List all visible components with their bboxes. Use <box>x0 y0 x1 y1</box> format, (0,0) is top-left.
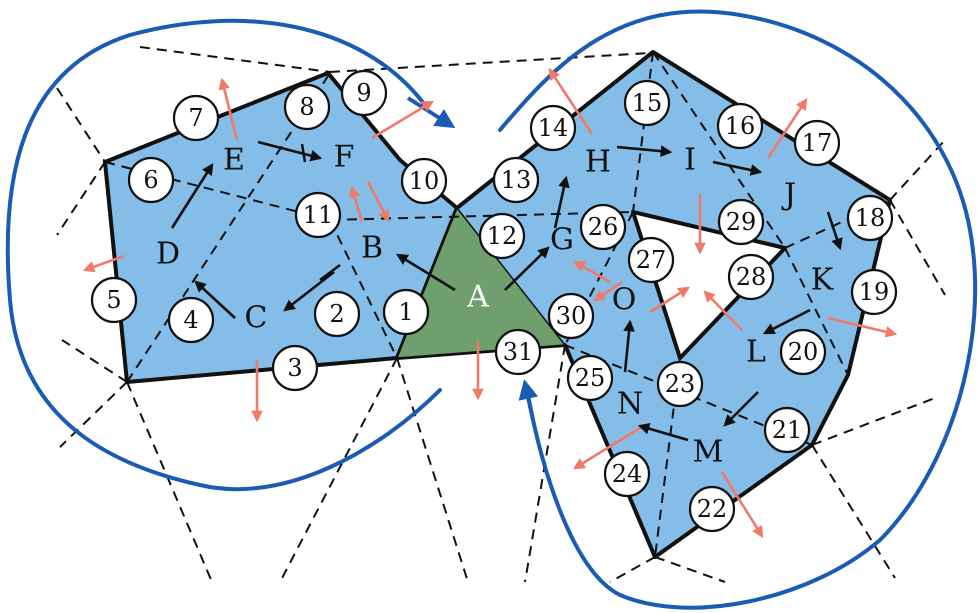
svg-text:28: 28 <box>736 263 767 291</box>
node-24: 24 <box>603 450 651 498</box>
svg-text:29: 29 <box>726 208 757 236</box>
node-3: 3 <box>271 344 319 392</box>
node-12: 12 <box>478 212 526 260</box>
svg-text:12: 12 <box>487 222 518 250</box>
node-9: 9 <box>340 69 388 117</box>
left-boundary-curve <box>5 18 442 492</box>
node-29: 29 <box>717 198 765 246</box>
svg-text:8: 8 <box>299 93 314 121</box>
svg-text:20: 20 <box>788 338 819 366</box>
letter-l: L <box>746 335 766 370</box>
svg-text:22: 22 <box>697 495 728 523</box>
node-4: 4 <box>167 296 215 344</box>
boundary-arrow-right <box>518 379 539 421</box>
node-2: 2 <box>313 290 361 338</box>
svg-text:7: 7 <box>188 104 203 132</box>
letter-o: O <box>612 283 637 318</box>
boundary-arrow-left <box>406 96 456 129</box>
svg-text:5: 5 <box>106 286 121 314</box>
node-8: 8 <box>283 83 331 131</box>
svg-text:3: 3 <box>287 354 302 382</box>
svg-text:1: 1 <box>398 298 413 326</box>
svg-text:31: 31 <box>503 338 534 366</box>
letter-e: E <box>223 143 245 178</box>
black-propagation-arrows <box>170 140 843 442</box>
node-30: 30 <box>547 292 595 340</box>
svg-text:26: 26 <box>588 213 619 241</box>
node-7: 7 <box>172 94 220 142</box>
svg-text:18: 18 <box>855 204 886 232</box>
svg-text:16: 16 <box>725 112 756 140</box>
letter-f: F <box>334 140 355 175</box>
svg-text:25: 25 <box>575 364 606 392</box>
node-13: 13 <box>492 156 540 204</box>
letter-d: D <box>156 237 180 272</box>
node-17: 17 <box>793 119 841 167</box>
letter-j: J <box>781 178 796 213</box>
svg-text:14: 14 <box>538 114 569 142</box>
node-6: 6 <box>127 156 175 204</box>
node-25: 25 <box>566 354 614 402</box>
node-11: 11 <box>294 191 342 239</box>
svg-text:17: 17 <box>802 129 833 157</box>
node-16: 16 <box>716 102 764 150</box>
node-21: 21 <box>763 406 811 454</box>
svg-text:2: 2 <box>329 300 344 328</box>
svg-text:27: 27 <box>636 246 667 274</box>
svg-text:23: 23 <box>665 370 696 398</box>
letter-g: G <box>550 223 574 258</box>
region-letters: A B C D E F G H I J K L M N O <box>156 140 834 470</box>
letter-b: B <box>361 231 383 266</box>
svg-text:19: 19 <box>859 278 890 306</box>
node-27: 27 <box>627 236 675 284</box>
node-10: 10 <box>400 157 448 205</box>
seed-triangle <box>395 206 567 359</box>
node-31: 31 <box>494 328 542 376</box>
svg-text:15: 15 <box>632 89 663 117</box>
svg-text:9: 9 <box>356 79 371 107</box>
svg-text:21: 21 <box>772 416 803 444</box>
node-18: 18 <box>846 194 894 242</box>
node-22: 22 <box>688 485 736 533</box>
numbered-nodes: 1 2 3 4 5 6 7 8 9 10 11 12 13 14 15 16 1… <box>90 69 898 533</box>
letter-k: K <box>811 263 834 298</box>
node-14: 14 <box>529 104 577 152</box>
node-15: 15 <box>623 79 671 127</box>
node-23: 23 <box>656 360 704 408</box>
letter-i: I <box>684 143 696 178</box>
node-19: 19 <box>850 268 898 316</box>
svg-text:6: 6 <box>143 166 158 194</box>
letter-a: A <box>466 280 489 315</box>
svg-text:11: 11 <box>303 201 334 229</box>
svg-text:30: 30 <box>556 302 587 330</box>
letter-m: M <box>693 435 724 470</box>
node-28: 28 <box>727 253 775 301</box>
letter-c: C <box>245 301 268 336</box>
node-26: 26 <box>579 203 627 251</box>
red-outward-arrows <box>82 68 898 538</box>
svg-text:4: 4 <box>183 306 198 334</box>
right-boundary-curve <box>498 9 978 610</box>
svg-text:10: 10 <box>409 167 440 195</box>
node-5: 5 <box>90 276 138 324</box>
letter-h: H <box>585 145 611 180</box>
svg-text:13: 13 <box>501 166 532 194</box>
node-20: 20 <box>779 328 827 376</box>
node-1: 1 <box>382 288 430 336</box>
svg-text:24: 24 <box>612 460 643 488</box>
letter-n: N <box>617 387 643 422</box>
